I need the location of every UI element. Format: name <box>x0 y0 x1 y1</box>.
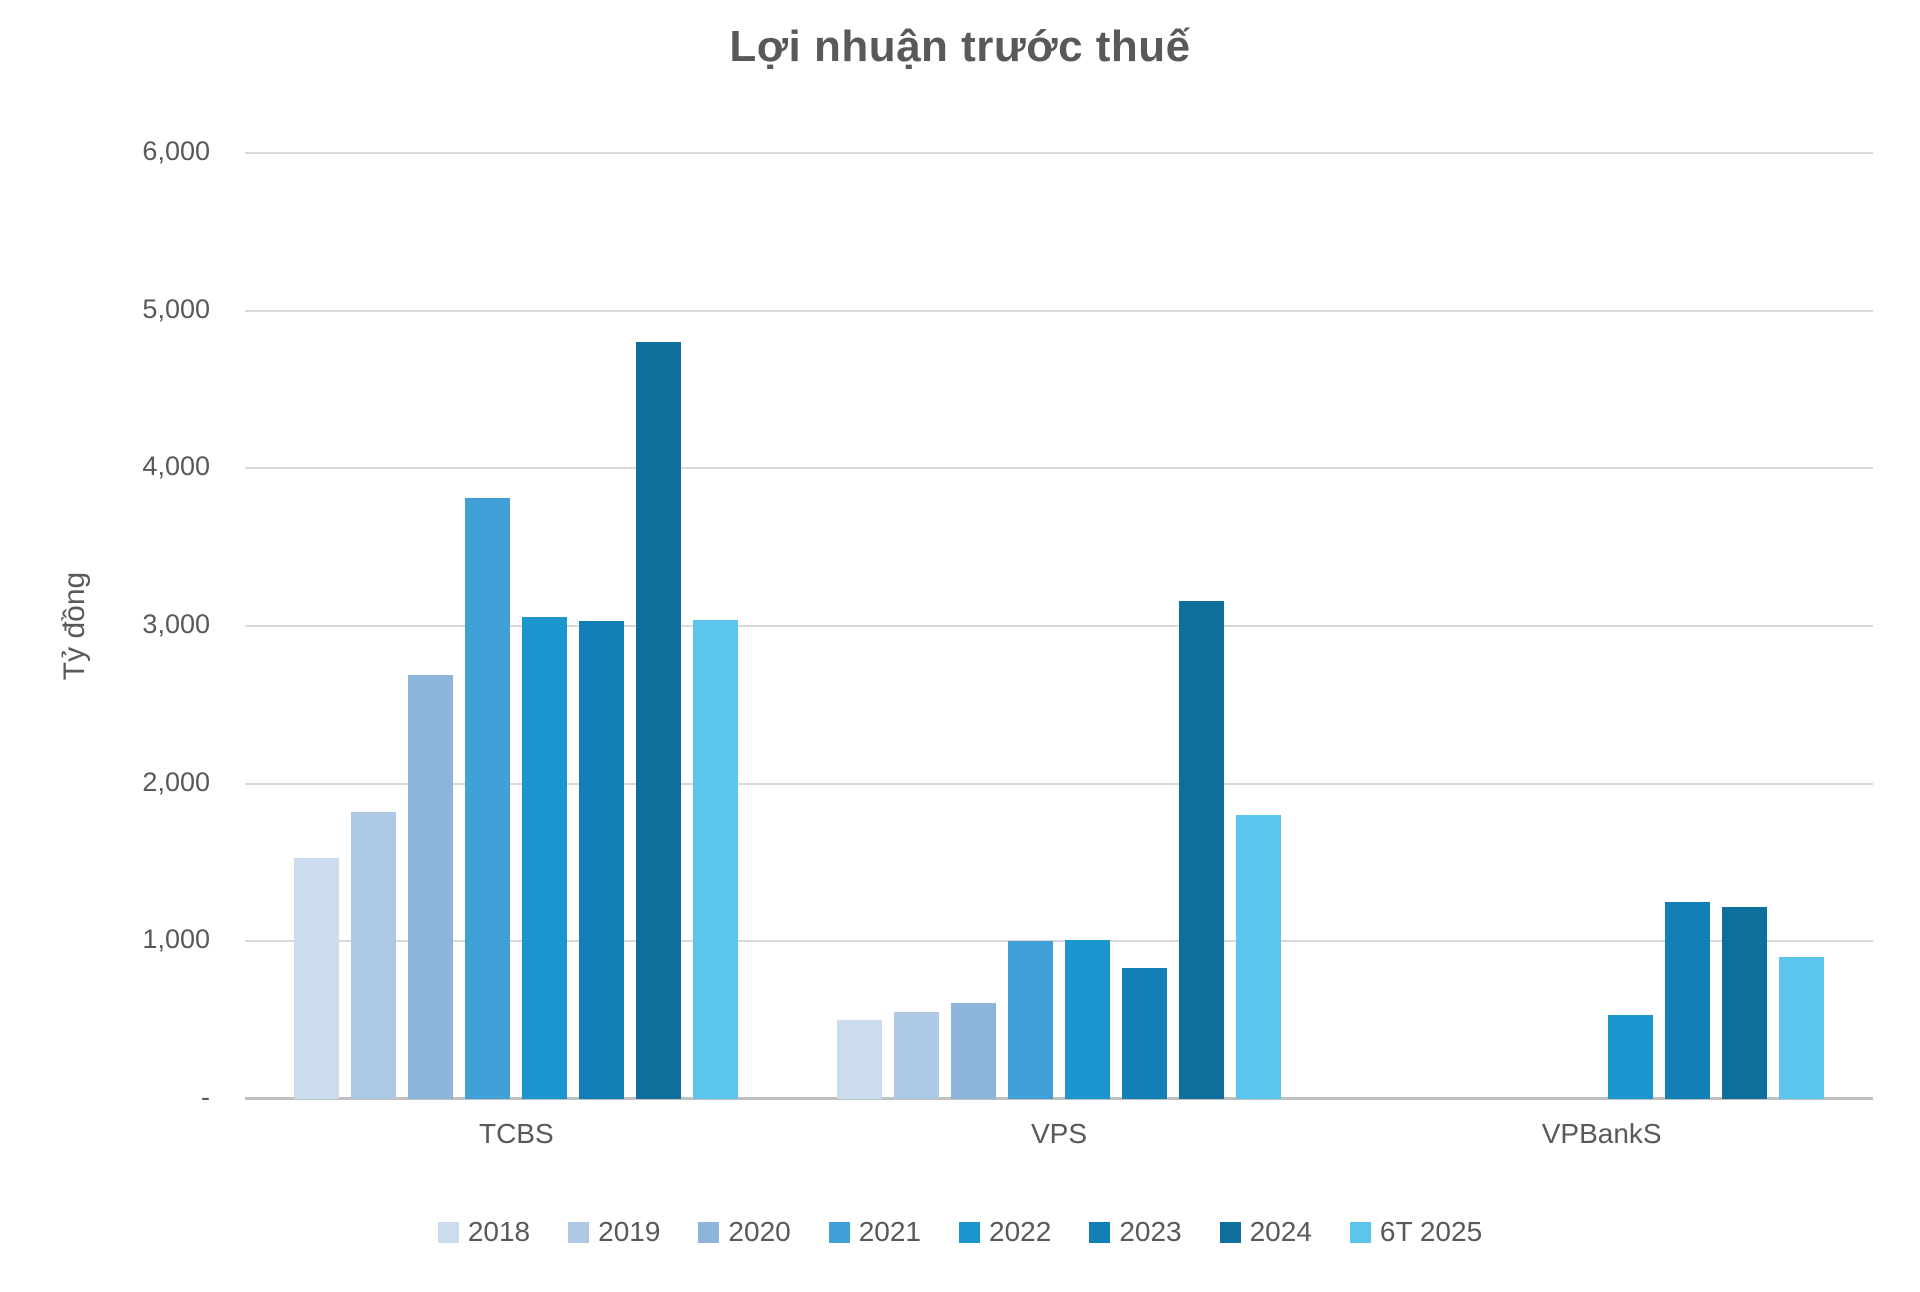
legend-swatch-2023 <box>1089 1221 1111 1243</box>
gridline-4000 <box>245 467 1873 470</box>
gridline-5000 <box>245 309 1873 312</box>
legend-item-2022: 2022 <box>959 1216 1051 1248</box>
bar-2024-VPS <box>1179 600 1224 1099</box>
legend-swatch-2022 <box>959 1221 981 1243</box>
bar-2020-VPS <box>951 1002 996 1099</box>
bar-2024-TCBS <box>636 342 682 1099</box>
gridline-6000 <box>245 152 1873 154</box>
bar-2022-VPBankS <box>1607 1015 1653 1099</box>
bar-6T-2025-TCBS <box>693 619 739 1099</box>
bar-2022-TCBS <box>522 616 568 1099</box>
y-tick-label-1000: 1,000 <box>142 924 210 955</box>
bar-6T-2025-VPBankS <box>1778 957 1824 1099</box>
x-axis-line <box>245 1097 1873 1100</box>
legend-swatch-2019 <box>568 1221 590 1243</box>
bar-2018-TCBS <box>294 857 340 1099</box>
legend: 2018 2019 2020 2021 2022 2023 2024 6T 2025 <box>0 1216 1920 1248</box>
gridline-1000 <box>245 940 1873 943</box>
bar-2023-VPBankS <box>1664 901 1710 1099</box>
legend-item-6T-2025: 6T 2025 <box>1349 1216 1483 1248</box>
legend-item-2020: 2020 <box>698 1216 791 1248</box>
y-tick-label-2000: 2,000 <box>142 766 210 797</box>
legend-label-6T-2025: 6T 2025 <box>1379 1216 1483 1247</box>
plot-area <box>245 152 1873 1100</box>
legend-label-2019: 2019 <box>598 1216 661 1247</box>
legend-label-2024: 2024 <box>1249 1216 1312 1247</box>
bar-2018-VPS <box>837 1020 882 1099</box>
legend-label-2018: 2018 <box>467 1216 531 1247</box>
bar-group-VPBankS <box>1330 153 1873 1099</box>
legend-item-2023: 2023 <box>1089 1216 1182 1248</box>
bar-group-TCBS <box>245 153 788 1099</box>
bar-2021-TCBS <box>465 498 511 1099</box>
bar-2019-VPS <box>894 1012 939 1099</box>
legend-swatch-2021 <box>828 1221 850 1243</box>
legend-item-2021: 2021 <box>828 1216 922 1248</box>
y-tick-label-5000: 5,000 <box>142 293 210 324</box>
legend-label-2021: 2021 <box>858 1216 922 1247</box>
gridline-2000 <box>245 782 1873 785</box>
bar-2024-VPBankS <box>1721 906 1767 1099</box>
legend-swatch-2018 <box>437 1221 459 1243</box>
bar-group-VPS <box>788 153 1331 1099</box>
legend-swatch-2020 <box>698 1221 720 1243</box>
x-axis-label-VPBankS: VPBankS <box>1541 1118 1662 1149</box>
x-axis-label-TCBS: TCBS <box>478 1118 554 1149</box>
bar-2021-VPS <box>1008 941 1053 1099</box>
bar-6T-2025-VPS <box>1236 815 1281 1099</box>
chart-title: Lợi nhuận trước thuế <box>729 22 1191 71</box>
bar-2022-VPS <box>1065 939 1110 1099</box>
legend-label-2022: 2022 <box>989 1216 1052 1247</box>
bar-2023-VPS <box>1122 968 1167 1099</box>
bar-2019-TCBS <box>351 812 397 1099</box>
y-tick-label-6000: 6,000 <box>142 136 210 166</box>
legend-item-2018: 2018 <box>437 1216 531 1248</box>
legend-item-2019: 2019 <box>568 1216 660 1248</box>
x-axis-labels: TCBS VPS VPBankS <box>245 1118 1873 1150</box>
legend-label-2023: 2023 <box>1119 1216 1182 1247</box>
gridline-3000 <box>245 625 1873 627</box>
bar-2020-TCBS <box>408 674 454 1099</box>
legend-label-2020: 2020 <box>728 1216 791 1247</box>
bar-2023-TCBS <box>579 621 625 1099</box>
y-tick-label-3000: 3,000 <box>142 609 210 639</box>
legend-swatch-2024 <box>1219 1221 1241 1243</box>
x-axis-label-VPS: VPS <box>1030 1118 1088 1149</box>
legend-swatch-6T-2025 <box>1349 1221 1371 1243</box>
y-tick-label-0: - <box>201 1082 210 1112</box>
y-tick-label-4000: 4,000 <box>142 451 210 482</box>
legend-item-2024: 2024 <box>1219 1216 1312 1248</box>
